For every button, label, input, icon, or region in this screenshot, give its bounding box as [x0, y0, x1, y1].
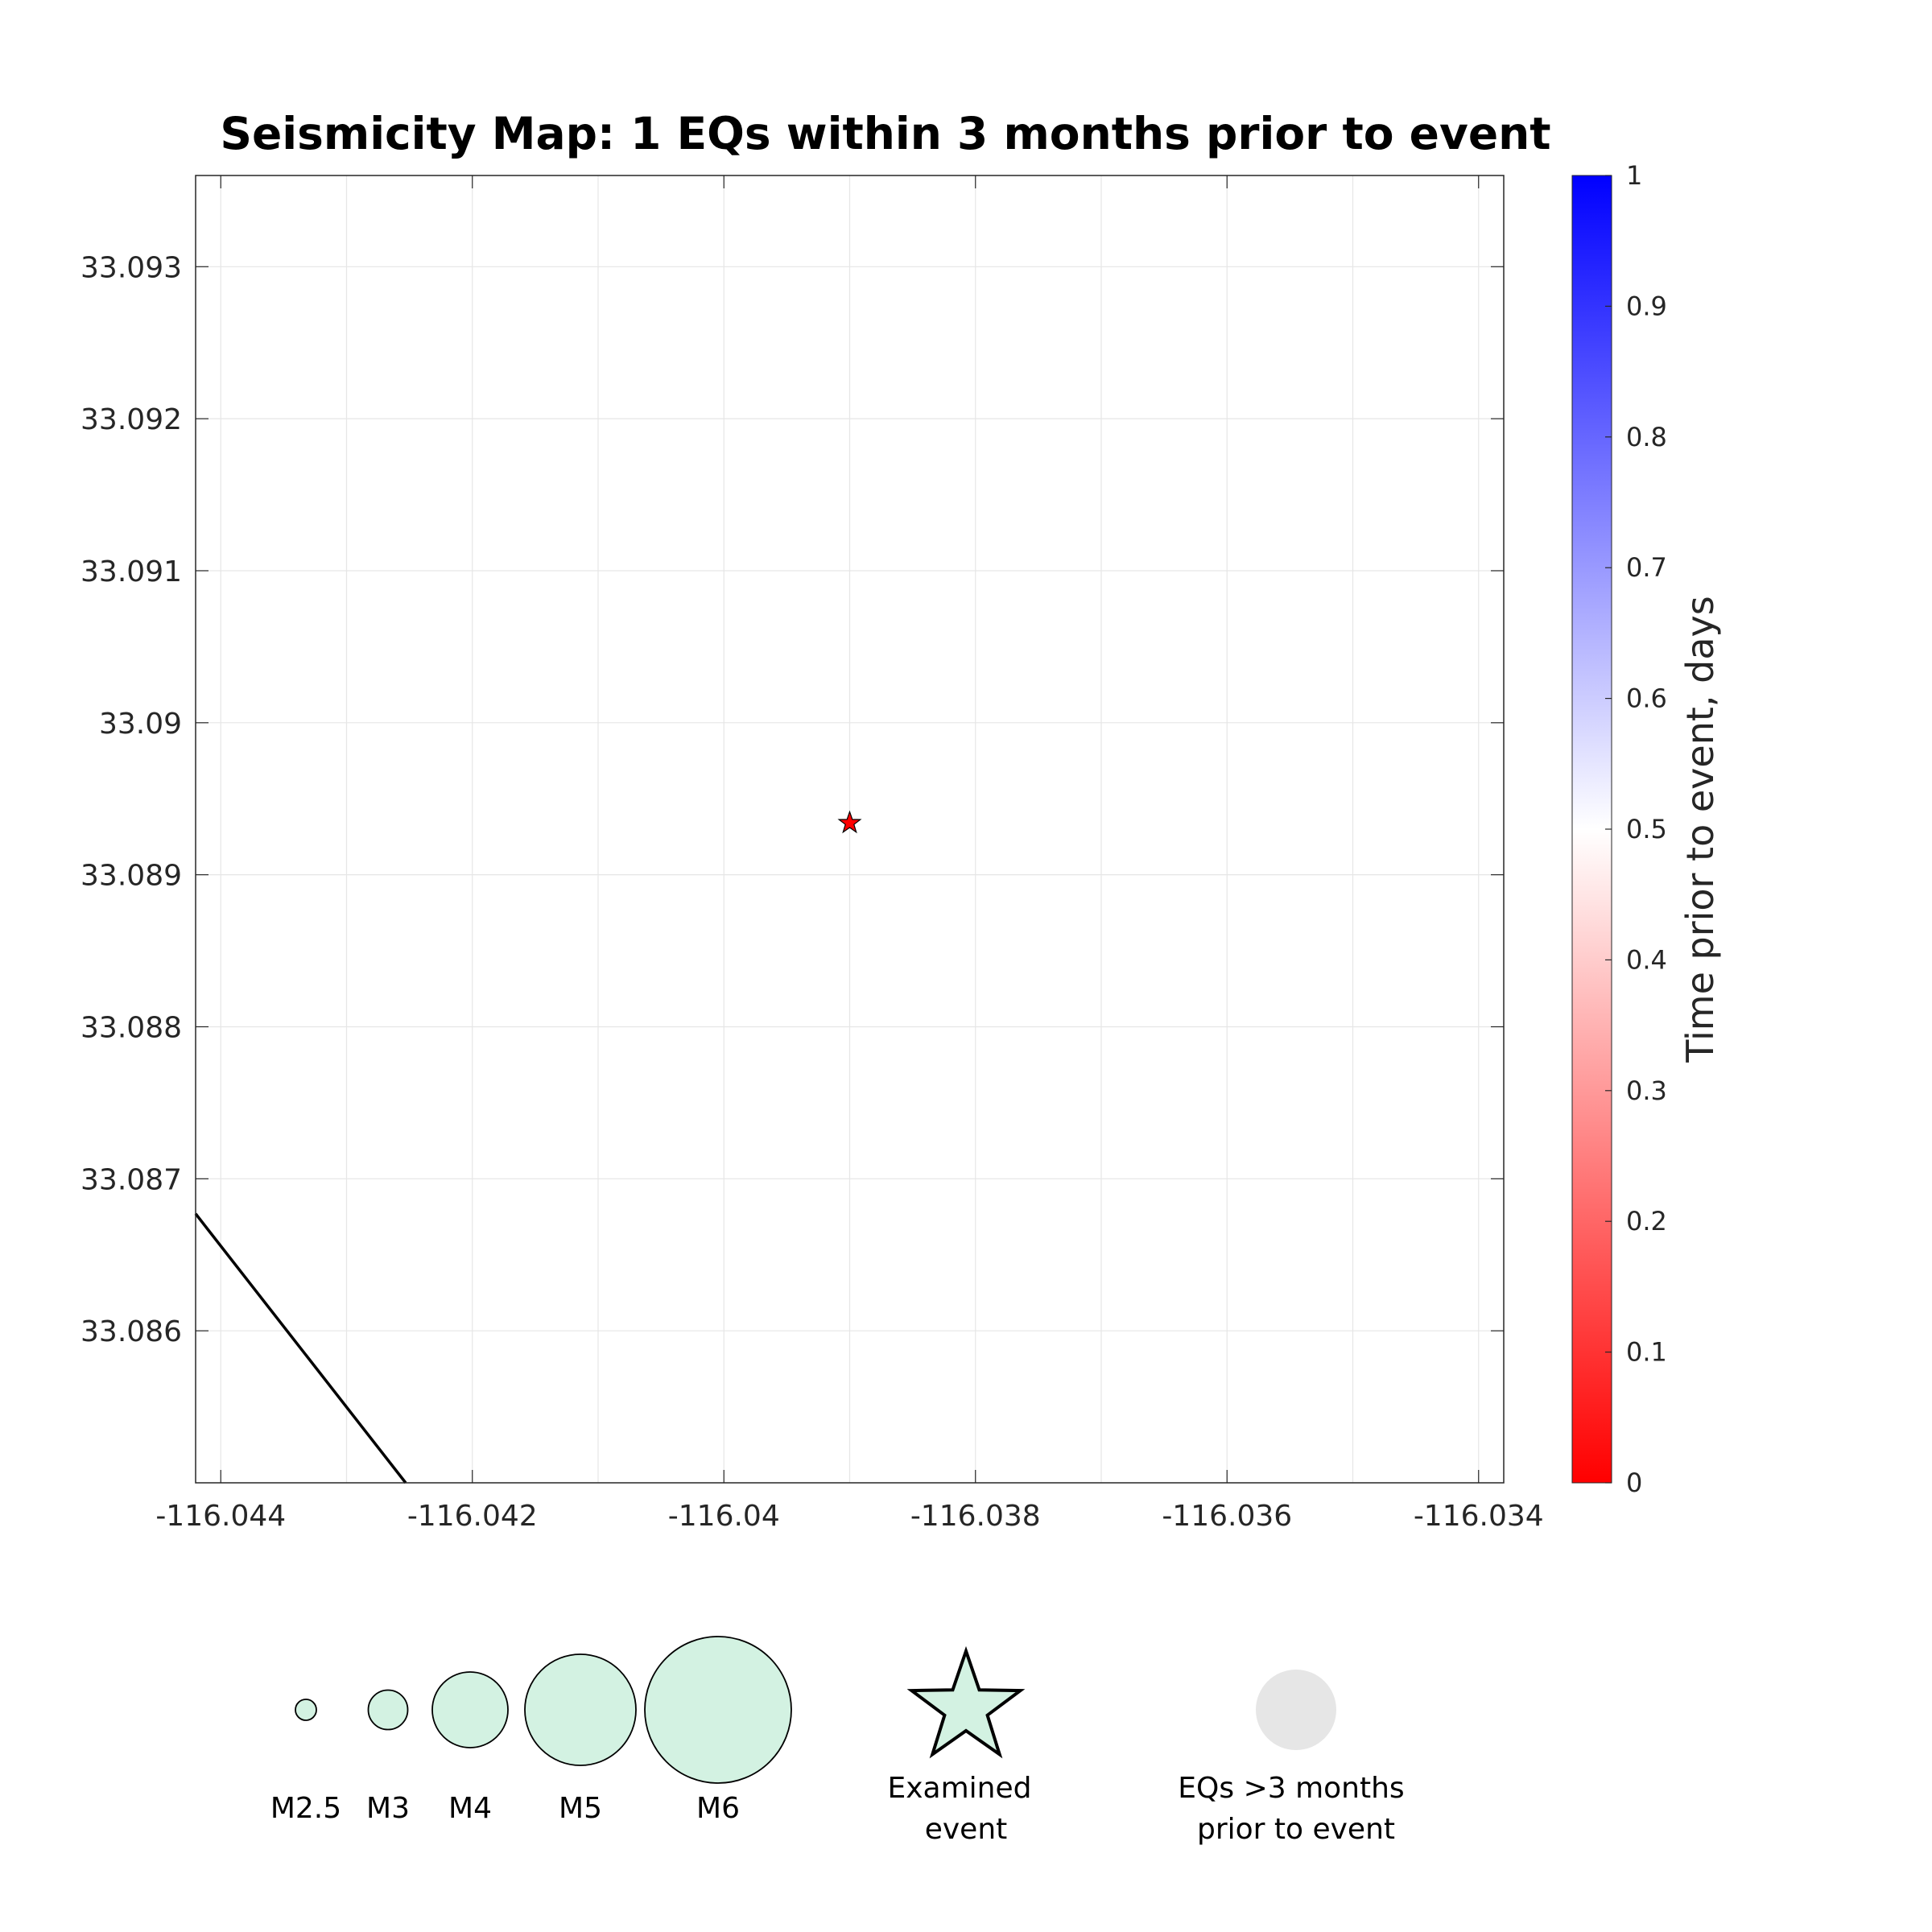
colorbar — [1571, 175, 1612, 1484]
legend-examined-label: Examined — [888, 1772, 1032, 1805]
colorbar-label: Time prior to event, days — [1678, 596, 1722, 1063]
x-tick-label: -116.038 — [910, 1500, 1041, 1533]
legend-magnitude-marker — [295, 1699, 317, 1721]
x-tick-label: -116.036 — [1162, 1500, 1292, 1533]
legend-old-eq-label: EQs >3 months — [1178, 1772, 1404, 1805]
grid — [196, 175, 1504, 1483]
legend: M2.5 M3 M4 M5 M6 Examined event EQs >3 months pr… — [270, 1636, 1405, 1846]
colorbar-tick-label: 0.4 — [1626, 944, 1667, 975]
y-tick-label: 33.089 — [80, 860, 182, 893]
x-tick-label: -116.04 — [668, 1500, 780, 1533]
fault-line — [194, 1212, 407, 1484]
legend-examined-star — [906, 1645, 1026, 1759]
x-tick-label: -116.044 — [155, 1500, 286, 1533]
event-layer — [837, 810, 862, 834]
colorbar-tick-label: 0.9 — [1626, 291, 1667, 321]
y-tick-label: 33.087 — [80, 1163, 182, 1196]
legend-old-eq-marker — [1256, 1670, 1336, 1750]
plot-frame — [195, 175, 1505, 1484]
legend-magnitude-label: M5 — [559, 1792, 602, 1825]
colorbar-tick-label: 0.8 — [1626, 422, 1667, 452]
x-tick-labels: -116.044 -116.042 -116.04 -116.038 -116.036 -… — [155, 1500, 1543, 1533]
colorbar-tick-label: 0.6 — [1626, 683, 1667, 714]
y-tick-label: 33.093 — [80, 251, 182, 284]
y-tick-label: 33.091 — [80, 555, 182, 588]
x-tick-label: -116.034 — [1414, 1500, 1544, 1533]
x-tick-label: -116.042 — [407, 1500, 538, 1533]
y-tick-label: 33.092 — [80, 403, 182, 436]
legend-examined-label: event — [925, 1813, 1008, 1846]
colorbar-tick-label: 0.5 — [1626, 814, 1667, 844]
legend-magnitude-label: M2.5 — [270, 1792, 341, 1825]
colorbar-tick-label: 0.3 — [1626, 1075, 1667, 1106]
colorbar-tick-label: 0 — [1626, 1468, 1642, 1498]
legend-old-eq-label: prior to event — [1197, 1813, 1395, 1846]
legend-magnitude-marker — [431, 1671, 509, 1748]
legend-magnitude-label: M4 — [448, 1792, 492, 1825]
colorbar-tick-label: 0.1 — [1626, 1337, 1667, 1368]
y-tick-label: 33.088 — [80, 1011, 182, 1044]
legend-magnitude-marker — [367, 1689, 409, 1731]
legend-magnitude-label: M6 — [696, 1792, 740, 1825]
colorbar-ticks: 0 0.1 0.2 0.3 0.4 0.5 0.6 0.7 0.8 0.9 1 — [1605, 160, 1667, 1498]
legend-magnitude-marker — [524, 1653, 637, 1766]
fault-layer — [194, 1212, 407, 1484]
y-tick-label: 33.09 — [99, 708, 182, 741]
axis-ticks — [196, 175, 1504, 1483]
chart-title: Seismicity Map: 1 EQs within 3 months pr… — [220, 108, 1550, 159]
colorbar-tick-label: 0.2 — [1626, 1206, 1667, 1236]
examined-event-marker — [837, 810, 862, 834]
y-tick-label: 33.086 — [80, 1315, 182, 1348]
colorbar-tick-label: 0.7 — [1626, 552, 1667, 583]
legend-magnitude-label: M3 — [366, 1792, 410, 1825]
colorbar-tick-label: 1 — [1626, 160, 1642, 191]
y-tick-labels: 33.086 33.087 33.088 33.089 33.09 33.091 33.09… — [80, 251, 182, 1348]
legend-magnitude-marker — [644, 1636, 792, 1784]
